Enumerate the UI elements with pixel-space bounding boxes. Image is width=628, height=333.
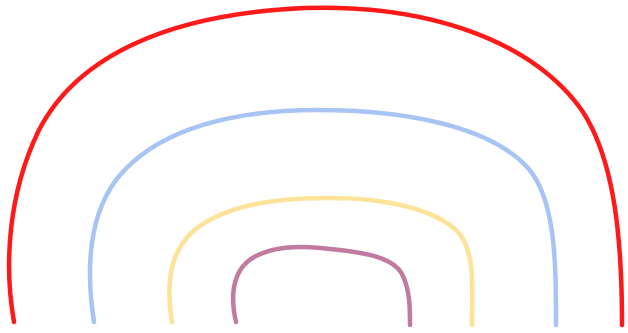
inner-arc [230,244,413,328]
outer-arc [6,5,625,328]
third-arc [167,195,475,328]
second-arc [87,107,559,328]
